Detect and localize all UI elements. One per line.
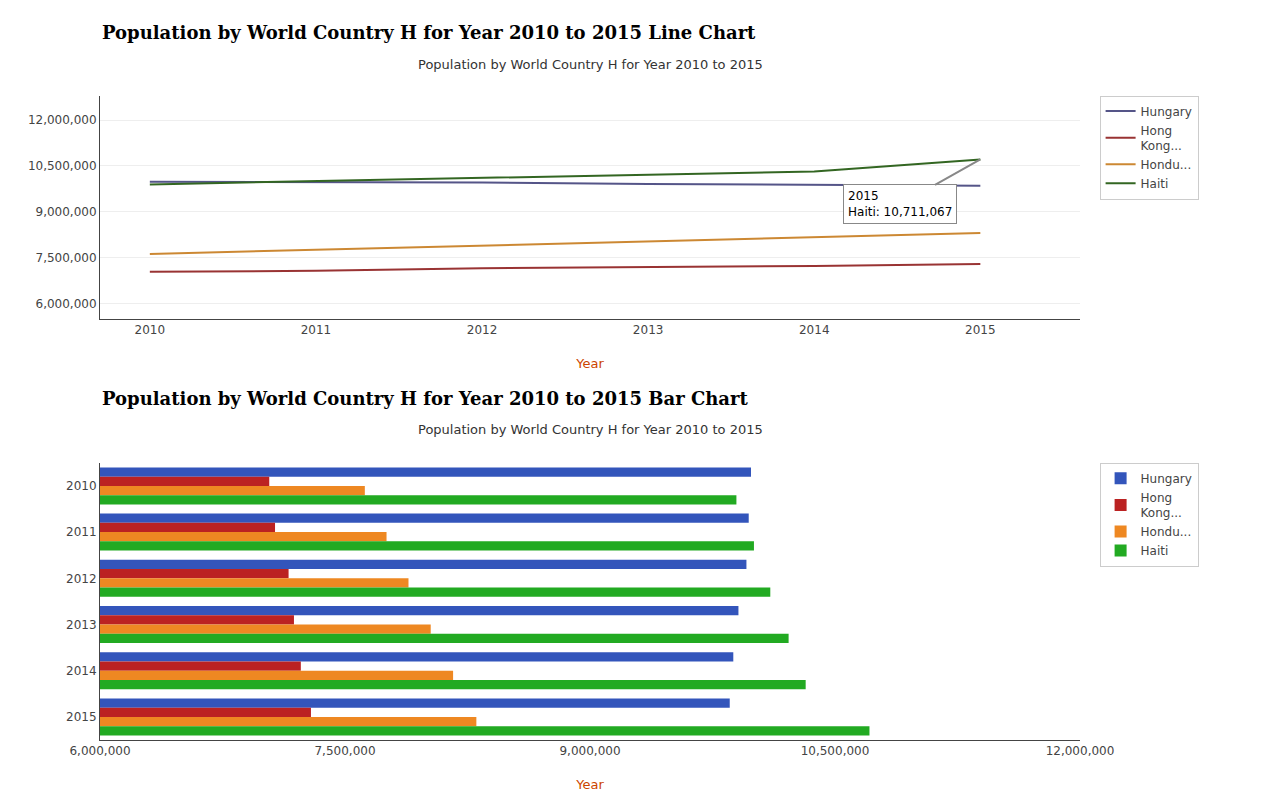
svg-text:10,500,000: 10,500,000	[801, 744, 870, 758]
svg-text:2010: 2010	[135, 323, 166, 337]
svg-text:HongKong...: HongKong...	[1141, 491, 1182, 521]
svg-text:Hungary: Hungary	[1141, 472, 1192, 486]
svg-text:Hungary: Hungary	[1141, 105, 1192, 119]
svg-text:2014: 2014	[66, 664, 97, 678]
svg-text:2011: 2011	[301, 323, 332, 337]
svg-text:10,500,000: 10,500,000	[28, 159, 97, 173]
svg-text:Population by World Country H: Population by World Country H for Year 2…	[102, 22, 756, 43]
svg-text:Population by World Country H: Population by World Country H for Year 2…	[102, 388, 748, 409]
svg-text:HongKong...: HongKong...	[1141, 124, 1182, 154]
svg-text:2012: 2012	[66, 572, 97, 586]
svg-text:7,500,000: 7,500,000	[314, 744, 375, 758]
svg-text:2015: 2015	[965, 323, 996, 337]
svg-text:2010: 2010	[66, 479, 97, 493]
svg-text:9,000,000: 9,000,000	[36, 205, 97, 219]
svg-text:12,000,000: 12,000,000	[1046, 744, 1115, 758]
svg-text:6,000,000: 6,000,000	[69, 744, 130, 758]
svg-text:2013: 2013	[66, 618, 97, 632]
svg-text:9,000,000: 9,000,000	[559, 744, 620, 758]
svg-text:6,000,000: 6,000,000	[36, 297, 97, 311]
svg-text:2011: 2011	[66, 525, 97, 539]
svg-text:12,000,000: 12,000,000	[28, 113, 97, 127]
svg-text:2013: 2013	[633, 323, 664, 337]
svg-text:2014: 2014	[799, 323, 830, 337]
svg-text:Hondu...: Hondu...	[1141, 525, 1192, 539]
svg-text:Haiti: Haiti	[1141, 544, 1169, 558]
svg-text:2015: 2015	[66, 710, 97, 724]
svg-text:2015Haiti: 10,711,067: 2015Haiti: 10,711,067	[848, 189, 952, 219]
svg-text:Hondu...: Hondu...	[1141, 158, 1192, 172]
svg-text:2012: 2012	[467, 323, 498, 337]
svg-text:Year: Year	[575, 356, 604, 371]
svg-text:Population by World Country H: Population by World Country H for Year 2…	[418, 57, 763, 72]
svg-text:Haiti: Haiti	[1141, 177, 1169, 191]
svg-text:7,500,000: 7,500,000	[36, 251, 97, 265]
svg-text:Year: Year	[575, 777, 604, 792]
svg-text:Population by World Country H: Population by World Country H for Year 2…	[418, 422, 763, 437]
